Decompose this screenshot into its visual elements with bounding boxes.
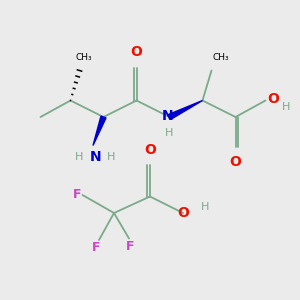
Text: O: O bbox=[230, 155, 242, 170]
Text: H: H bbox=[75, 152, 84, 162]
Text: F: F bbox=[92, 241, 100, 254]
Text: CH₃: CH₃ bbox=[76, 53, 92, 62]
Text: N: N bbox=[161, 109, 173, 122]
Text: CH₃: CH₃ bbox=[212, 53, 229, 62]
Text: O: O bbox=[267, 92, 279, 106]
Text: H: H bbox=[165, 128, 174, 139]
Text: F: F bbox=[126, 240, 135, 254]
Text: H: H bbox=[107, 152, 115, 162]
Text: N: N bbox=[90, 150, 102, 164]
Text: H: H bbox=[201, 202, 209, 212]
Text: H: H bbox=[282, 101, 290, 112]
Polygon shape bbox=[168, 100, 202, 119]
Text: F: F bbox=[73, 188, 81, 202]
Text: O: O bbox=[177, 206, 189, 220]
Text: O: O bbox=[130, 45, 142, 59]
Text: O: O bbox=[144, 142, 156, 157]
Polygon shape bbox=[93, 116, 106, 146]
